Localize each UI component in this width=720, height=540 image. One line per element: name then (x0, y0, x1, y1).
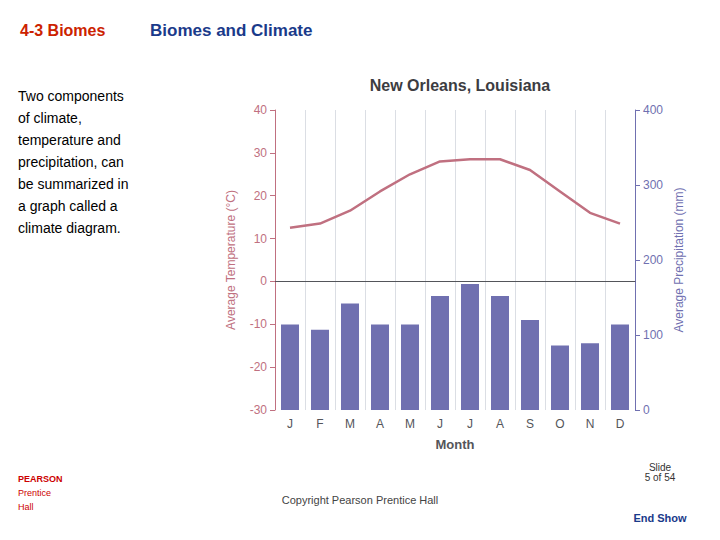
svg-text:10: 10 (254, 232, 268, 246)
svg-text:4-3 Biomes: 4-3 Biomes (20, 22, 105, 39)
svg-text:Biomes and Climate: Biomes and Climate (150, 21, 313, 40)
svg-text:End Show: End Show (633, 512, 687, 524)
svg-text:PEARSON: PEARSON (18, 474, 63, 484)
svg-text:climate diagram.: climate diagram. (18, 220, 121, 236)
svg-text:precipitation, can: precipitation, can (18, 154, 124, 170)
svg-text:Slide: Slide (648, 461, 672, 473)
svg-text:-30: -30 (250, 403, 268, 417)
svg-text:N: N (586, 417, 595, 431)
svg-text:30: 30 (254, 146, 268, 160)
svg-text:of climate,: of climate, (18, 110, 82, 126)
svg-text:Two components: Two components (18, 88, 124, 104)
svg-text:Average Temperature (°C): Average Temperature (°C) (224, 190, 238, 330)
svg-text:Hall: Hall (18, 502, 34, 512)
svg-text:S: S (526, 417, 534, 431)
svg-text:100: 100 (643, 328, 663, 342)
svg-text:O: O (555, 417, 564, 431)
svg-text:J: J (287, 417, 293, 431)
svg-text:20: 20 (254, 189, 268, 203)
svg-text:Month: Month (436, 437, 475, 452)
svg-text:Copyright Pearson Prentice Hal: Copyright Pearson Prentice Hall (282, 494, 439, 506)
svg-text:M: M (405, 417, 415, 431)
svg-text:F: F (316, 417, 323, 431)
svg-text:400: 400 (643, 103, 663, 117)
svg-text:300: 300 (643, 178, 663, 192)
svg-text:Average Precipitation (mm): Average Precipitation (mm) (672, 187, 686, 332)
svg-text:200: 200 (643, 253, 663, 267)
svg-text:a graph called a: a graph called a (18, 198, 118, 214)
svg-text:M: M (345, 417, 355, 431)
svg-text:5 of 54: 5 of 54 (645, 472, 676, 483)
svg-text:temperature and: temperature and (18, 132, 121, 148)
svg-text:J: J (437, 417, 443, 431)
svg-text:be summarized in: be summarized in (18, 176, 129, 192)
svg-text:D: D (616, 417, 625, 431)
svg-text:A: A (496, 417, 504, 431)
svg-text:0: 0 (260, 274, 267, 288)
svg-text:40: 40 (254, 103, 268, 117)
svg-text:-10: -10 (250, 317, 268, 331)
svg-text:J: J (467, 417, 473, 431)
svg-text:A: A (376, 417, 384, 431)
svg-text:New Orleans, Louisiana: New Orleans, Louisiana (370, 77, 551, 94)
svg-text:0: 0 (643, 403, 650, 417)
svg-text:Prentice: Prentice (18, 488, 51, 498)
svg-text:-20: -20 (250, 360, 268, 374)
